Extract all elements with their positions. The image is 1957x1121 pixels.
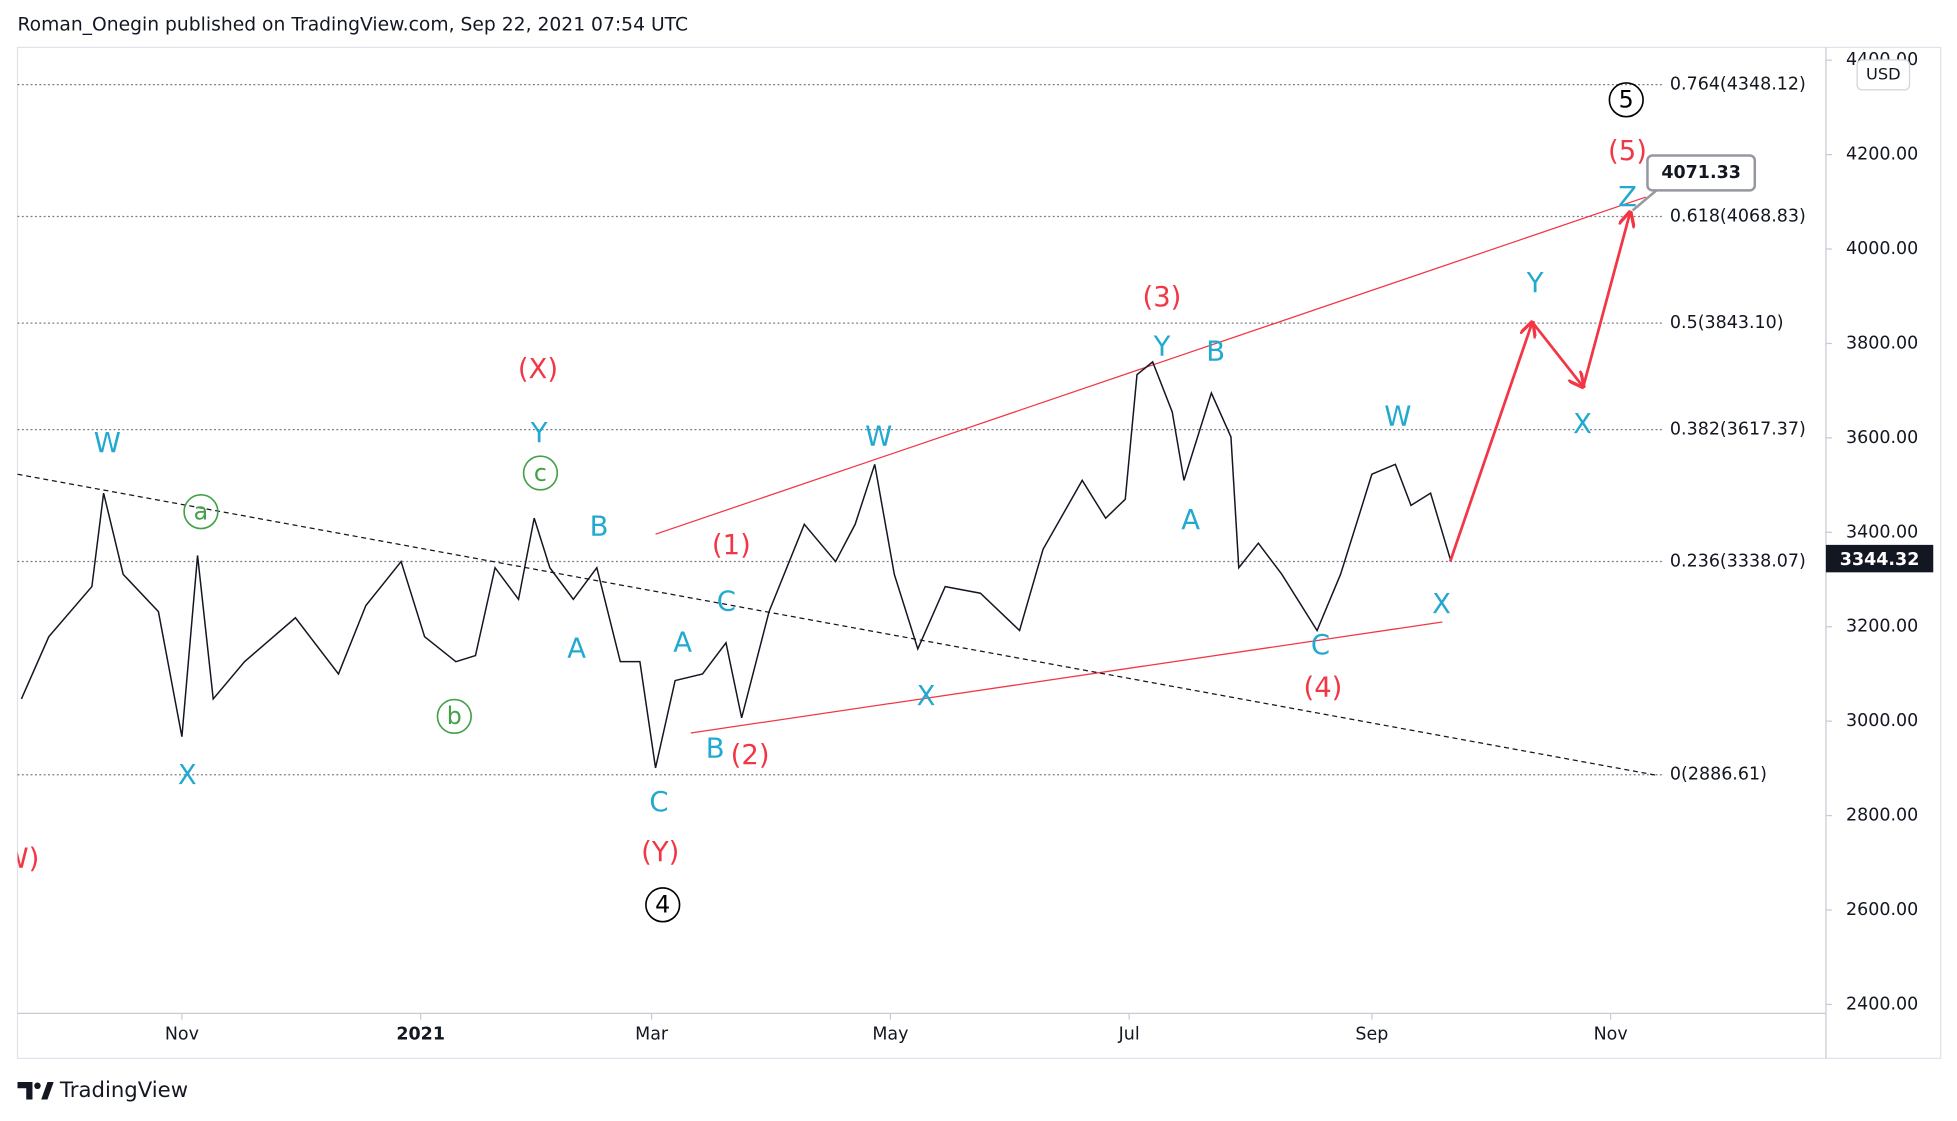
fib-level-label: 0.764(4348.12)	[1670, 75, 1806, 95]
axes: 2400.00 2600.00 2800.00 3000.00 3200.00 3400.…	[165, 50, 1918, 1044]
y-tick-label: 4200.00	[1846, 145, 1918, 165]
y-tick-label: 4000.00	[1846, 239, 1918, 259]
wave-label: Z	[1618, 182, 1637, 213]
wave-label: (Y)	[641, 837, 679, 868]
wave-label: (W)	[0, 843, 39, 874]
wave-label: B	[590, 511, 609, 542]
wave-label: B	[706, 734, 725, 765]
wave-label: C	[717, 586, 736, 617]
x-tick-label: 2021	[396, 1025, 445, 1045]
y-tick-label: 3600.00	[1846, 428, 1918, 448]
wave-label-circle	[645, 887, 681, 923]
wave-label: X	[1573, 409, 1592, 440]
fib-level-label: 0(2886.61)	[1670, 765, 1767, 785]
callout-value: 4071.33	[1661, 163, 1741, 183]
projection-arrow	[1581, 212, 1630, 388]
wave-label: (2)	[731, 740, 770, 771]
wave-label: C	[1311, 630, 1330, 661]
trendline	[690, 621, 1443, 734]
wave-label: Y	[530, 418, 548, 449]
y-tick-label: 2800.00	[1846, 806, 1918, 826]
callout-box	[1646, 154, 1757, 192]
y-tick-label: 2400.00	[1846, 994, 1918, 1014]
x-tick-label: Nov	[1594, 1025, 1628, 1045]
y-tick-label: 3800.00	[1846, 333, 1918, 353]
wave-label: X	[917, 681, 936, 712]
plot-area: 0.764(4348.12) 0.618(4068.83) 0.5(3843.10)…	[0, 75, 1806, 923]
fib-level-label: 0.5(3843.10)	[1670, 313, 1784, 333]
wave-label: (4)	[1304, 672, 1343, 703]
wave-label: A	[673, 627, 692, 658]
x-tick-label: May	[872, 1025, 908, 1045]
y-tick-label: 3400.00	[1846, 522, 1918, 542]
wave-label: (5)	[1608, 136, 1647, 167]
trendline	[17, 473, 1658, 777]
wave-label: A	[567, 634, 586, 665]
wave-label-circle	[522, 455, 559, 491]
logo-dot	[34, 1082, 41, 1090]
wave-label: (1)	[712, 530, 751, 561]
projection-arrow	[1448, 322, 1532, 563]
footer-brand: TradingView	[59, 1078, 188, 1103]
wave-label: (3)	[1143, 282, 1182, 313]
currency-label: USD	[1866, 64, 1901, 83]
logo	[17, 1082, 54, 1100]
y-tick-label: 2600.00	[1846, 900, 1918, 920]
wave-label: 5	[1619, 86, 1634, 114]
header: Roman_Onegin published on TradingView.co…	[18, 14, 689, 35]
wave-label-circle	[183, 494, 219, 530]
wave-label: c	[534, 459, 547, 487]
wave-label-circle	[436, 698, 472, 735]
wave-label: X	[178, 760, 197, 791]
x-tick-label: Mar	[635, 1025, 669, 1045]
fib-level-label: 0.382(3617.37)	[1670, 420, 1806, 440]
wave-label: Y	[1153, 332, 1171, 363]
wave-label: B	[1206, 337, 1225, 368]
wave-label: b	[447, 702, 462, 730]
fib-level-label: 0.236(3338.07)	[1670, 552, 1806, 572]
last-price-label: 3344.32	[1840, 550, 1920, 570]
wave-label: W	[865, 422, 892, 453]
y-tick-label: 3200.00	[1846, 617, 1918, 637]
logo-mark	[17, 1082, 33, 1100]
currency-box	[1856, 59, 1911, 91]
wave-label: X	[1432, 589, 1451, 620]
logo-mark	[41, 1082, 54, 1100]
last-price-tag	[1825, 544, 1934, 573]
wave-label-circle	[1608, 82, 1644, 118]
wave-label: (X)	[518, 354, 558, 385]
wave-label: Y	[1526, 268, 1544, 299]
projection-arrow	[1531, 321, 1583, 387]
fib-level-label: 0.618(4068.83)	[1670, 207, 1806, 227]
price-line	[20, 360, 1451, 769]
x-tick-label: Nov	[165, 1025, 199, 1045]
y-tick-label: 3000.00	[1846, 711, 1918, 731]
trendline	[655, 196, 1647, 535]
x-tick-label: Sep	[1355, 1025, 1388, 1045]
frame	[16, 46, 1942, 1059]
x-tick-label: Jul	[1118, 1025, 1140, 1045]
wave-label: W	[94, 428, 121, 459]
wave-label: A	[1181, 505, 1200, 536]
wave-label: W	[1384, 402, 1411, 433]
wave-label: a	[194, 497, 209, 525]
wave-label: 4	[655, 891, 670, 919]
wave-label: C	[649, 787, 668, 818]
